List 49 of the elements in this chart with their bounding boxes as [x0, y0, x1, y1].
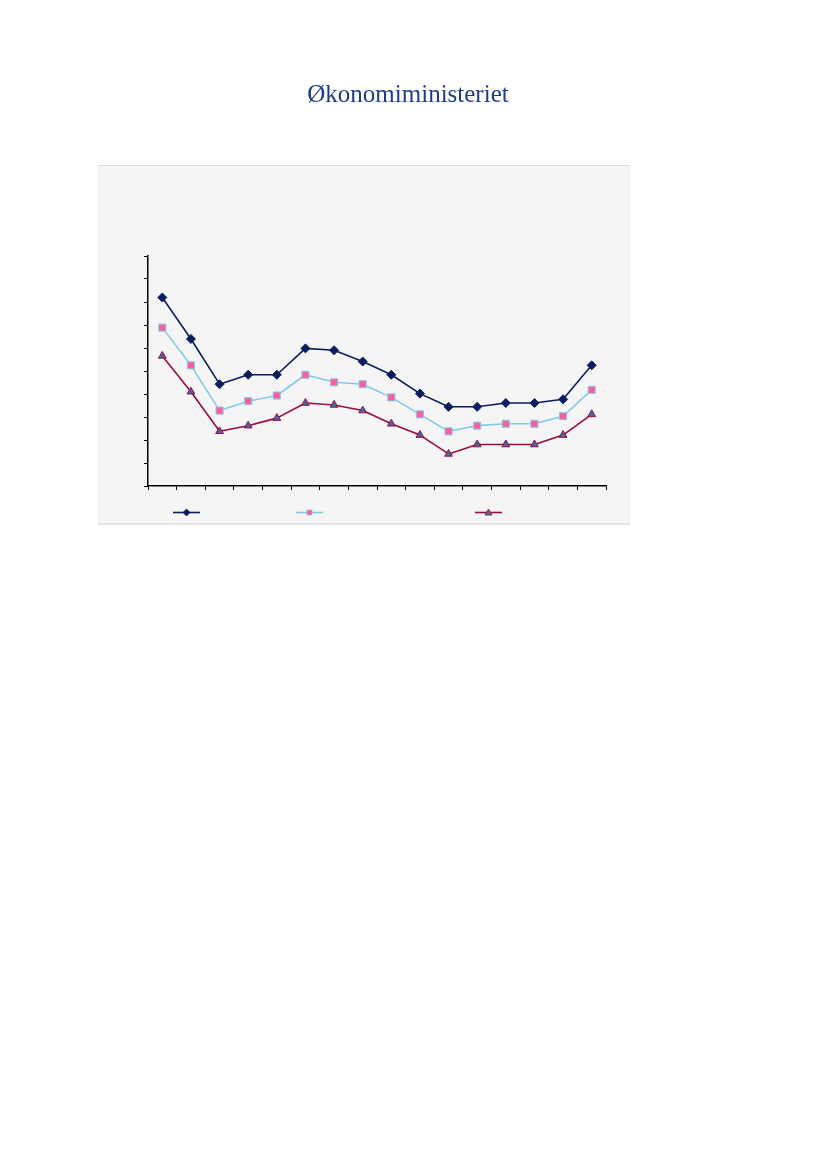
point	[329, 345, 340, 356]
point	[529, 398, 540, 409]
point	[157, 350, 167, 359]
point	[558, 394, 569, 405]
point	[501, 439, 511, 448]
point	[414, 388, 425, 399]
point	[472, 401, 483, 412]
point	[559, 412, 568, 421]
point	[386, 369, 397, 380]
point	[387, 393, 396, 402]
point	[358, 405, 368, 414]
point	[415, 410, 424, 419]
point	[158, 323, 167, 332]
point	[301, 398, 310, 406]
point	[214, 379, 225, 390]
point	[272, 413, 282, 421]
point	[157, 292, 168, 303]
point	[330, 378, 339, 387]
point	[586, 360, 597, 371]
point	[415, 430, 425, 438]
point	[558, 430, 568, 438]
point	[186, 361, 195, 370]
text: Økonomiministeriet	[306, 79, 510, 109]
point	[444, 448, 453, 457]
point	[472, 439, 482, 448]
point	[300, 343, 311, 354]
point	[587, 385, 596, 394]
point	[243, 369, 254, 380]
point	[271, 369, 282, 380]
point	[215, 426, 224, 435]
point	[443, 401, 454, 412]
point	[357, 356, 368, 367]
point	[386, 418, 396, 427]
point	[358, 380, 367, 389]
point	[530, 419, 539, 428]
point	[444, 427, 453, 436]
point	[272, 391, 281, 400]
point	[500, 398, 511, 409]
point	[587, 409, 597, 418]
point	[473, 421, 482, 430]
point	[530, 439, 539, 448]
point	[501, 419, 510, 428]
point	[185, 333, 196, 344]
point	[243, 420, 253, 429]
point	[301, 370, 310, 379]
point	[244, 397, 253, 406]
point	[186, 386, 196, 395]
point	[215, 406, 224, 415]
point	[329, 399, 339, 408]
